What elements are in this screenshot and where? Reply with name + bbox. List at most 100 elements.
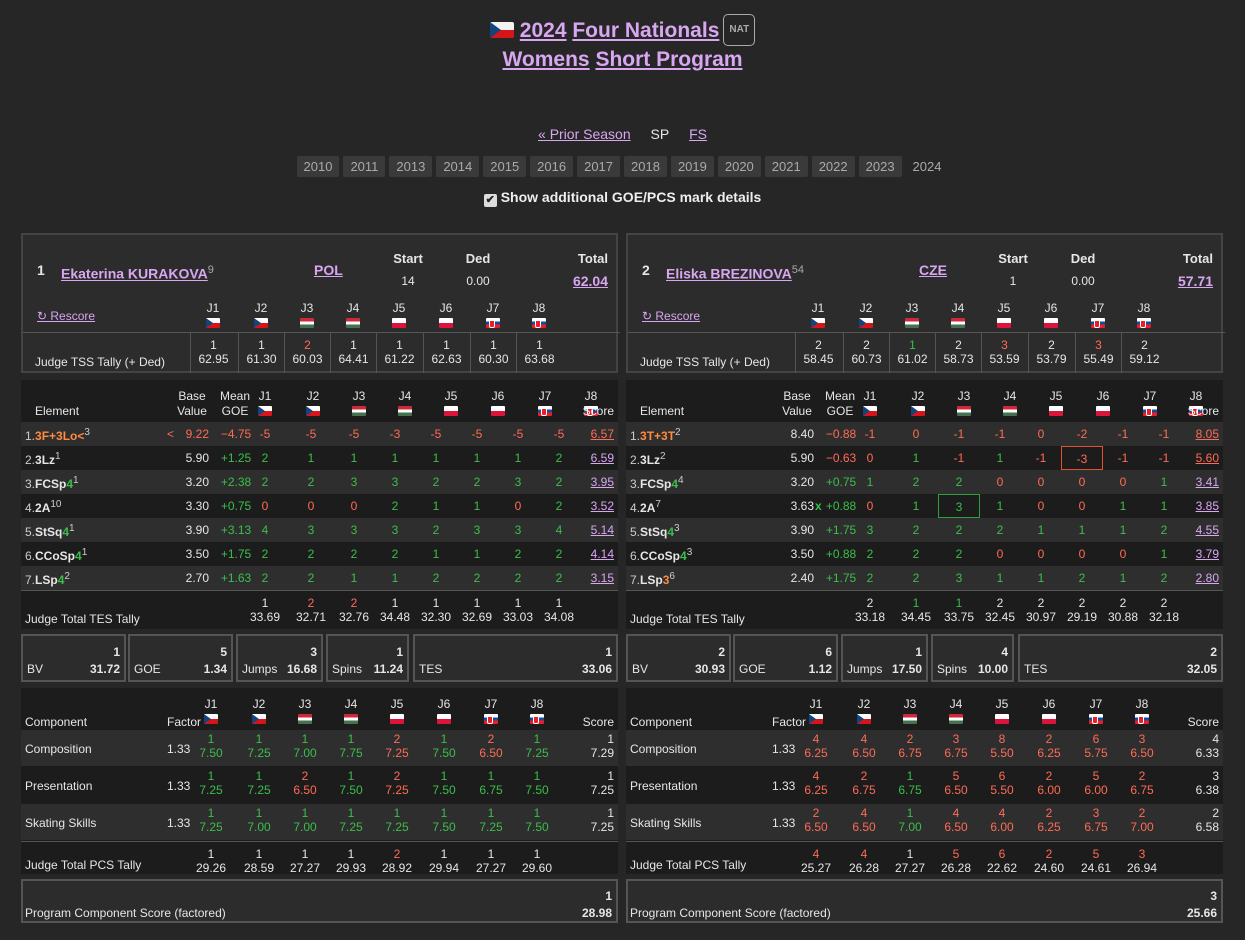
- tally-score: 34.08: [543, 610, 575, 624]
- year-2014[interactable]: 2014: [436, 156, 480, 177]
- goe-mark: 1: [1037, 571, 1045, 585]
- goe-mark: 2: [261, 547, 269, 561]
- judge-flag-icon: [390, 714, 404, 724]
- element-score-link[interactable]: 4.55: [1195, 523, 1219, 537]
- mark-value: 7.25: [247, 746, 271, 760]
- goe-value: 1.34: [203, 662, 227, 676]
- mark-value: 7.25: [247, 783, 271, 797]
- tes-tally-cell: 1 32.69: [454, 591, 500, 631]
- judge-flag-icon: [532, 318, 546, 328]
- year-2015[interactable]: 2015: [483, 156, 527, 177]
- total-link[interactable]: 62.04: [572, 273, 608, 289]
- year-2022[interactable]: 2022: [811, 156, 855, 177]
- element-score-link[interactable]: 6.57: [590, 427, 614, 441]
- element-score-link[interactable]: 4.14: [590, 547, 614, 561]
- prior-season-link[interactable]: « Prior Season: [538, 126, 631, 142]
- judge-header: J8: [1176, 389, 1216, 403]
- element-score-link[interactable]: 3.79: [1195, 547, 1219, 561]
- element-name-cell: 4.2A10: [25, 499, 61, 515]
- tally-score: 33.69: [249, 610, 281, 624]
- year-2016[interactable]: 2016: [530, 156, 574, 177]
- mark-rank: 1: [440, 732, 448, 746]
- pcs-value: 25.66: [1186, 906, 1217, 920]
- component-factor: 1.33: [772, 742, 796, 756]
- goe-mark: 1: [1160, 547, 1168, 561]
- tally-score: 33.18: [854, 610, 886, 624]
- goe-mark: 1: [996, 571, 1004, 585]
- category-link[interactable]: Womens: [502, 48, 590, 71]
- goe-mark: 1: [350, 451, 358, 465]
- element-score-link[interactable]: 6.59: [590, 451, 614, 465]
- goe-mark: 3: [350, 475, 358, 489]
- skater-name-link[interactable]: Ekaterina KURAKOVA: [61, 265, 208, 282]
- year-2021[interactable]: 2021: [764, 156, 808, 177]
- goe-mark: 1: [1119, 499, 1127, 513]
- event-link[interactable]: Four Nationals: [572, 19, 720, 42]
- year-link[interactable]: 2024: [519, 19, 567, 42]
- goe-details-toggle[interactable]: ✔ Show additional GOE/PCS mark details: [0, 189, 1245, 207]
- tally-score: 28.92: [381, 861, 413, 875]
- goe-mark: 2: [391, 499, 399, 513]
- judge-label: J4: [949, 697, 963, 711]
- goe-mark: 0: [261, 499, 269, 513]
- element-score-link[interactable]: 3.95: [590, 475, 614, 489]
- goe-mark: 2: [307, 475, 315, 489]
- judge-label: J7: [1143, 389, 1157, 403]
- base-value: 9.22: [185, 427, 209, 441]
- year-2023[interactable]: 2023: [858, 156, 902, 177]
- component-mark: 2 6.75: [841, 767, 887, 797]
- year-2017[interactable]: 2017: [577, 156, 621, 177]
- element-score-link[interactable]: 5.60: [1195, 451, 1219, 465]
- year-2018[interactable]: 2018: [624, 156, 667, 177]
- element-score-link[interactable]: 3.52: [590, 499, 614, 513]
- pcs-tally-cell: 5 26.28: [933, 842, 979, 875]
- year-2013[interactable]: 2013: [389, 156, 433, 177]
- segment-link[interactable]: Short Program: [595, 48, 743, 71]
- component-name: Composition: [630, 742, 697, 756]
- nation-link[interactable]: POL: [314, 262, 343, 278]
- rescore-link[interactable]: ↻ Rescore: [37, 309, 96, 323]
- year-2019[interactable]: 2019: [670, 156, 714, 177]
- year-2011[interactable]: 2011: [343, 156, 386, 177]
- total-link[interactable]: 57.71: [1177, 273, 1213, 289]
- goe-value: 1.12: [808, 662, 832, 676]
- element-score-link[interactable]: 2.80: [1195, 571, 1219, 585]
- checkbox-checked-icon[interactable]: ✔: [483, 194, 497, 207]
- tally-rank: 1: [261, 596, 269, 610]
- jumps-box: 1 Jumps 17.50: [841, 634, 928, 682]
- base-header: Base: [783, 389, 811, 403]
- component-factor: 1.33: [167, 779, 191, 793]
- rescore-link[interactable]: ↻ Rescore: [642, 309, 701, 323]
- judge-header: J1: [850, 389, 890, 403]
- mark-rank: 1: [255, 732, 263, 746]
- score-rank: 2: [1212, 806, 1219, 820]
- element-score-link[interactable]: 5.14: [590, 523, 614, 537]
- skater-name-link[interactable]: Eliska BREZINOVA: [666, 265, 792, 282]
- bv-box: 2 BV 30.93: [626, 634, 731, 682]
- goe-mark: 1: [432, 547, 440, 561]
- pcs-box: 1 Program Component Score (factored) 28.98: [21, 879, 618, 923]
- element-score-link[interactable]: 8.05: [1195, 427, 1219, 441]
- judge-label: J3: [957, 389, 971, 403]
- mark-rank: 1: [255, 769, 263, 783]
- year-2020[interactable]: 2020: [717, 156, 761, 177]
- pcs-tally-cell: 1 27.27: [282, 842, 328, 875]
- judge-flag-icon: [1003, 406, 1017, 416]
- element-score-link[interactable]: 3.15: [590, 571, 614, 585]
- element-name-cell: 1.3T+3T2: [630, 427, 681, 443]
- element-score-link[interactable]: 3.41: [1195, 475, 1219, 489]
- year-2010[interactable]: 2010: [296, 156, 340, 177]
- tally-rank: 2: [304, 338, 311, 352]
- tes-tally-cell: 1 32.30: [413, 591, 459, 631]
- nation-link[interactable]: CZE: [919, 262, 947, 278]
- element-index: 3.: [630, 477, 641, 491]
- element-score-link[interactable]: 3.85: [1195, 499, 1219, 513]
- mark-value: 6.50: [852, 820, 876, 834]
- fs-link[interactable]: FS: [689, 126, 707, 142]
- component-mark: 1 7.25: [236, 730, 282, 760]
- component-mark: 1 7.50: [328, 767, 374, 797]
- score-rank: 1: [607, 732, 614, 746]
- mark-rank: 1: [440, 769, 448, 783]
- mean-goe: +0.88: [825, 499, 857, 513]
- mean-goe: +1.63: [220, 571, 252, 585]
